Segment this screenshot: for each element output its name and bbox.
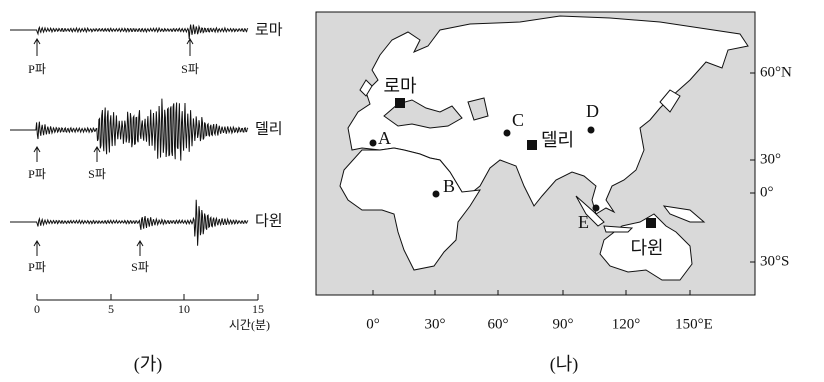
axis-tick-label: 10	[178, 302, 190, 316]
wave-label: P파	[28, 62, 46, 76]
point-label: D	[586, 101, 599, 121]
lat-label: 30°	[760, 151, 781, 167]
lon-label: 150°E	[675, 316, 713, 332]
wave-label: P파	[28, 167, 46, 181]
point-label: B	[443, 176, 455, 196]
station-label: 다윈	[255, 212, 283, 229]
point-label: E	[578, 212, 589, 232]
arrows	[33, 38, 194, 256]
wave-label: P파	[28, 260, 46, 274]
caption: (나)	[550, 354, 579, 375]
axis-label: 시간(분)	[229, 318, 270, 332]
lat-label: 30°S	[760, 253, 789, 269]
seismogram-trace	[10, 98, 249, 161]
time-axis	[36, 294, 259, 301]
seismogram-trace	[10, 24, 249, 40]
station-label: 델리	[255, 120, 283, 137]
markers	[369, 98, 656, 228]
lon-label: 60°	[488, 316, 509, 332]
lon-label: 30°	[425, 316, 446, 332]
seismogram-trace	[10, 199, 249, 246]
axis-tick-label: 5	[108, 302, 114, 316]
lon-label: 120°	[612, 316, 641, 332]
point-label: C	[512, 110, 524, 130]
station-label: 로마	[383, 76, 417, 96]
wave-label: S파	[181, 62, 199, 76]
station-label: 로마	[255, 21, 283, 38]
wave-label: S파	[88, 167, 106, 181]
lat-label: 60°N	[760, 64, 792, 80]
lon-label: 0°	[366, 316, 380, 332]
seismograms	[10, 24, 249, 246]
lat-label: 0°	[760, 184, 774, 200]
station-label: 다윈	[630, 238, 663, 258]
land	[339, 15, 749, 281]
wave-label: S파	[131, 260, 149, 274]
lon-label: 90°	[553, 316, 574, 332]
axis-tick-label: 15	[252, 302, 264, 316]
station-label: 델리	[541, 130, 574, 150]
caption: (가)	[134, 354, 163, 375]
axis-tick-label: 0	[34, 302, 40, 316]
point-label: A	[378, 128, 391, 148]
map-ticks	[372, 72, 755, 295]
